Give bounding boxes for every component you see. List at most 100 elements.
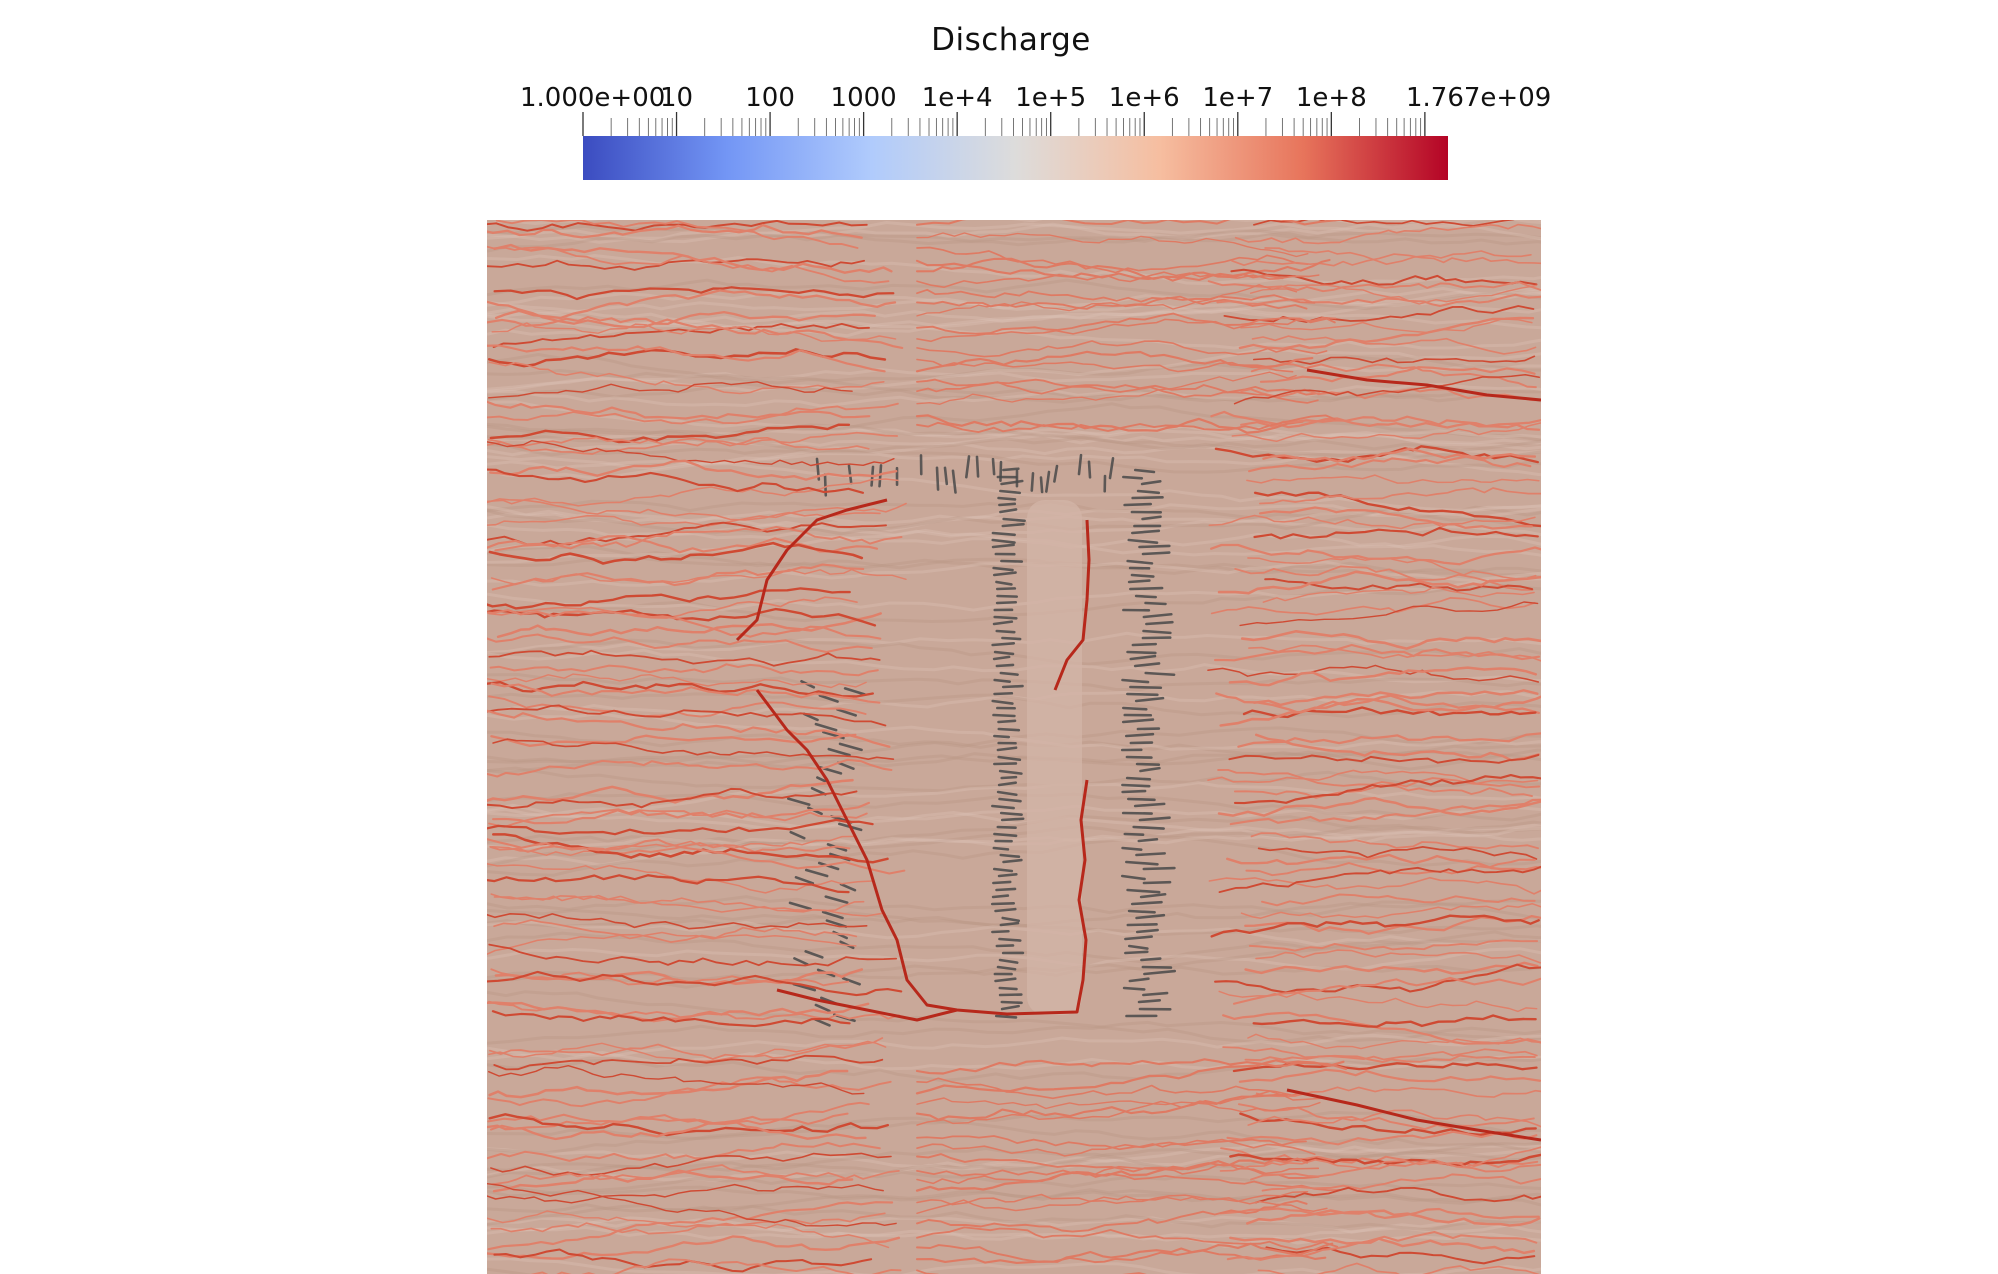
drainage-channel <box>494 324 869 347</box>
escarpment-hachure <box>841 884 855 890</box>
colorbar-min-label: 1.000e+00 <box>520 83 665 113</box>
escarpment-hachure <box>992 903 1014 904</box>
escarpment-hachure <box>994 848 1008 849</box>
ridge-texture <box>487 1186 1541 1203</box>
escarpment-hachure <box>1144 631 1171 633</box>
escarpment-hachure <box>1146 622 1172 624</box>
escarpment-hachure <box>1146 603 1166 604</box>
escarpment-hachure <box>993 715 1014 716</box>
escarpment-hachure <box>806 870 827 876</box>
escarpment-hachure <box>1125 952 1147 953</box>
escarpment-hachure <box>826 897 847 903</box>
escarpment-hachure <box>1125 504 1151 505</box>
escarpment-hachure <box>1041 478 1042 492</box>
escarpment-hachure <box>1128 924 1157 925</box>
escarpment-hachure <box>994 568 1013 570</box>
escarpment-hachure <box>996 909 1016 911</box>
drainage-channel <box>491 664 878 675</box>
escarpment-hachure <box>1130 979 1149 981</box>
escarpment-hachure <box>994 657 1009 659</box>
escarpment-hachure <box>1140 768 1159 771</box>
escarpment-hachure <box>1133 644 1156 645</box>
escarpment-hachure <box>994 834 1016 836</box>
drainage-channel <box>917 248 1308 273</box>
escarpment-hachure <box>997 596 1016 597</box>
escarpment-hachure <box>1135 663 1159 666</box>
escarpment-hachure <box>997 602 1016 603</box>
escarpment-hachure <box>937 468 938 490</box>
escarpment-hachure <box>1126 862 1157 864</box>
central-trough <box>1027 500 1082 1015</box>
escarpment-hachure <box>995 693 1012 694</box>
escarpment-hachure <box>1144 882 1170 883</box>
escarpment-hachure <box>1141 959 1160 960</box>
escarpment-hachure <box>1002 819 1023 820</box>
escarpment-hachure <box>1122 680 1148 682</box>
escarpment-hachure <box>994 736 1008 737</box>
escarpment-hachure <box>1144 971 1174 974</box>
escarpment-hachure <box>993 882 1010 883</box>
escarpment-hachure <box>977 457 978 477</box>
escarpment-hachure <box>1001 855 1019 857</box>
escarpment-hachure <box>1125 834 1143 835</box>
escarpment-hachure <box>994 763 1016 764</box>
escarpment-hachure <box>993 545 1014 547</box>
drainage-channel <box>917 220 1365 225</box>
escarpment-hachure <box>1129 946 1147 949</box>
escarpment-hachure <box>796 877 813 883</box>
escarpment-hachure <box>840 744 862 750</box>
escarpment-hachure <box>1132 902 1161 904</box>
escarpment-hachure <box>1143 993 1167 995</box>
escarpment-hachure <box>996 889 1015 890</box>
escarpment-hachure <box>1032 473 1033 490</box>
escarpment-hachure <box>997 631 1015 632</box>
colorbar-tick-label: 1e+7 <box>1202 83 1273 113</box>
escarpment-hachure <box>1125 937 1151 939</box>
escarpment-hachure <box>1000 799 1021 801</box>
colorbar-tick-label: 1e+6 <box>1109 83 1180 113</box>
escarpment-hachure <box>999 939 1020 941</box>
colorbar-max-label: 1.767e+09 <box>1406 83 1551 113</box>
drainage-channel <box>1219 991 1537 1011</box>
escarpment-hachure <box>994 869 1012 871</box>
escarpment-hachure <box>794 958 807 964</box>
escarpment-hachure <box>993 459 994 474</box>
escarpment-hachure <box>1126 734 1153 736</box>
escarpment-hachure <box>1054 466 1057 481</box>
escarpment-hachure <box>1144 868 1175 869</box>
terrain-render <box>487 220 1541 1274</box>
escarpment-hachure <box>1004 519 1025 521</box>
escarpment-hachure <box>791 832 804 838</box>
drainage-channel <box>487 1236 899 1258</box>
escarpment-hachure <box>1000 491 1019 493</box>
escarpment-hachure <box>997 588 1015 589</box>
escarpment-hachure <box>1001 673 1018 675</box>
escarpment-hachure <box>1134 827 1164 829</box>
drainage-channel <box>487 609 875 625</box>
escarpment-hachure <box>1144 614 1171 617</box>
escarpment-hachure <box>1127 757 1152 758</box>
escarpment-hachure <box>790 903 810 909</box>
escarpment-hachure <box>994 622 1012 624</box>
escarpment-hachure <box>993 896 1008 897</box>
escarpment-hachure <box>1003 524 1024 526</box>
escarpment-hachure <box>1002 481 1023 484</box>
escarpment-hachure <box>996 582 1011 584</box>
escarpment-hachure <box>1129 911 1155 912</box>
escarpment-hachure <box>1000 462 1001 481</box>
escarpment-hachure <box>953 471 955 493</box>
escarpment-hachure <box>1127 694 1157 695</box>
colorbar-tick-label: 100 <box>745 83 795 113</box>
escarpment-hachure <box>998 748 1016 750</box>
colorbar-tick-label: 1000 <box>831 83 897 113</box>
escarpment-hachure <box>1000 988 1017 989</box>
escarpment-hachure <box>1139 1000 1160 1002</box>
escarpment-hachure <box>1143 967 1171 968</box>
escarpment-hachure <box>1127 652 1155 653</box>
escarpment-hachure <box>1123 848 1142 850</box>
colorbar-tick-label: 1e+5 <box>1015 83 1086 113</box>
drainage-channel <box>487 346 885 372</box>
drainage-channel <box>1247 475 1539 483</box>
colorbar-tick-label: 10 <box>660 83 693 113</box>
escarpment-hachure <box>1130 588 1162 589</box>
